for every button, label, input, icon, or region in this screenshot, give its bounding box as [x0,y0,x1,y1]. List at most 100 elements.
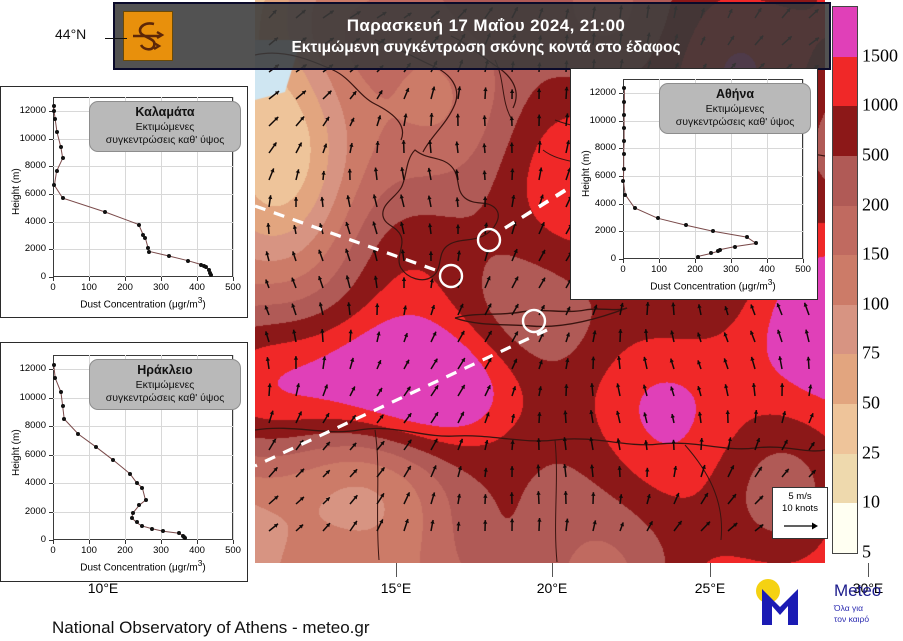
wind-arrow [321,170,326,181]
y-tick [49,426,53,428]
circle-marker-icon[interactable] [438,263,464,289]
wind-arrow [322,412,330,424]
data-point [134,481,139,486]
y-axis-title: Height (m) [581,150,592,197]
wind-arrow [265,279,270,289]
colorbar-label: 1500 [862,45,898,66]
y-tick-label: 2000 [24,505,46,517]
x-tick-label: 300 [153,545,169,556]
y-tick-label: 4000 [594,197,616,209]
x-axis-title: Dust Concentration (μgr/m3) [80,558,206,574]
x-tick [125,540,126,544]
x-tick [695,259,696,263]
profile-city-name: Καλαμάτα [135,105,195,119]
wind-arrow [349,442,357,451]
wind-arrow [619,302,624,316]
circle-marker-icon[interactable] [521,308,547,334]
wind-arrow [264,305,270,316]
data-point [52,109,57,114]
wind-arrow [483,87,488,100]
wind-arrow [538,277,546,289]
wind-arrow [697,304,702,316]
wind-arrow [750,356,756,370]
wind-arrow [536,491,541,505]
x-tick-label: 100 [651,264,667,275]
grid-line [197,355,198,540]
wind-arrow [536,438,541,451]
y-tick [619,259,623,260]
wind-arrow [511,303,519,316]
latitude-label-44n: 44°N [55,26,87,42]
map-boundary [684,444,723,541]
wind-arrow [484,439,489,451]
wind-arrow [727,522,738,532]
wind-arrow [510,168,515,181]
grid-line [89,355,90,540]
wind-arrow [376,414,384,424]
wind-arrow [616,355,622,370]
wind-arrow [754,466,763,478]
longitude-tick [552,563,553,577]
wind-arrow [538,304,546,316]
profile-caption: Αθήνα Εκτιμώμενες συγκεντρώσεις καθ' ύψος [659,83,811,134]
wind-arrow [484,412,490,424]
wind-arrow [265,251,270,262]
wind-arrow [430,465,437,478]
profile-subtitle-2: συγκεντρώσεις καθ' ύψος [675,116,795,129]
data-point [130,510,135,515]
grid-line [623,203,803,205]
wind-arrow [564,518,570,532]
colorbar-label: 50 [862,392,880,413]
x-tick [53,277,54,281]
y-tick [49,369,53,371]
y-tick [619,231,623,233]
wind-arrow [645,301,650,316]
colorbar-band [833,56,857,107]
y-tick-label: 6000 [24,187,46,199]
map-boundary [255,204,442,274]
y-tick [619,175,623,177]
wind-arrow [268,116,279,127]
x-tick-label: 300 [723,264,739,275]
colorbar-band [833,155,857,206]
wind-arrow [349,386,356,397]
wind-arrow [376,359,382,370]
wind-arrow [345,275,351,289]
wind-arrow [562,437,568,451]
meteo-logo[interactable]: Meteo Όλα για τον καιρό [748,575,898,633]
profile-panel-heraklion[interactable]: 0 100 200 300 400 500 0 2000 4000 6000 8000 10000 12… [0,342,248,582]
grid-line [695,79,696,259]
wind-arrow [376,331,381,343]
wind-arrow [455,113,460,127]
y-tick-label: 10000 [19,391,46,403]
longitude-label: 30°E [852,580,884,596]
wind-arrow [646,493,651,505]
data-point [632,205,637,210]
y-tick [619,203,623,205]
profile-panel-athens[interactable]: 0 100 200 300 400 500 0 2000 4000 6000 8000 10000 12… [570,68,818,300]
wind-arrow [295,496,305,505]
wind-arrow [349,468,358,478]
wind-arrow [565,358,570,370]
wind-arrow [455,224,461,235]
wind-arrow [322,116,330,127]
longitude-label: 15°E [380,580,412,596]
profile-caption: Ηράκλειο Εκτιμώμενες συγκεντρώσεις καθ' ύψ… [89,359,241,410]
wind-arrow [322,356,327,370]
x-tick [803,259,804,263]
y-axis-title: Height (m) [11,428,22,476]
data-point [76,431,81,436]
data-point [182,535,187,540]
x-tick-label: 200 [117,545,133,556]
circle-marker-icon[interactable] [476,227,502,253]
colorbar-band [833,7,857,57]
wind-arrow [376,492,385,505]
longitude-label: 10°E [87,580,119,596]
x-tick [731,259,732,263]
wind-arrow [750,304,756,316]
wind-arrow [403,465,412,478]
profile-panel-kalamata[interactable]: 0 100 200 300 400 500 0 2000 4000 6000 8000 10000 12… [0,86,248,318]
wind-arrow [402,305,408,316]
y-tick-label: 0 [40,534,46,545]
wind-arrow [322,143,328,154]
